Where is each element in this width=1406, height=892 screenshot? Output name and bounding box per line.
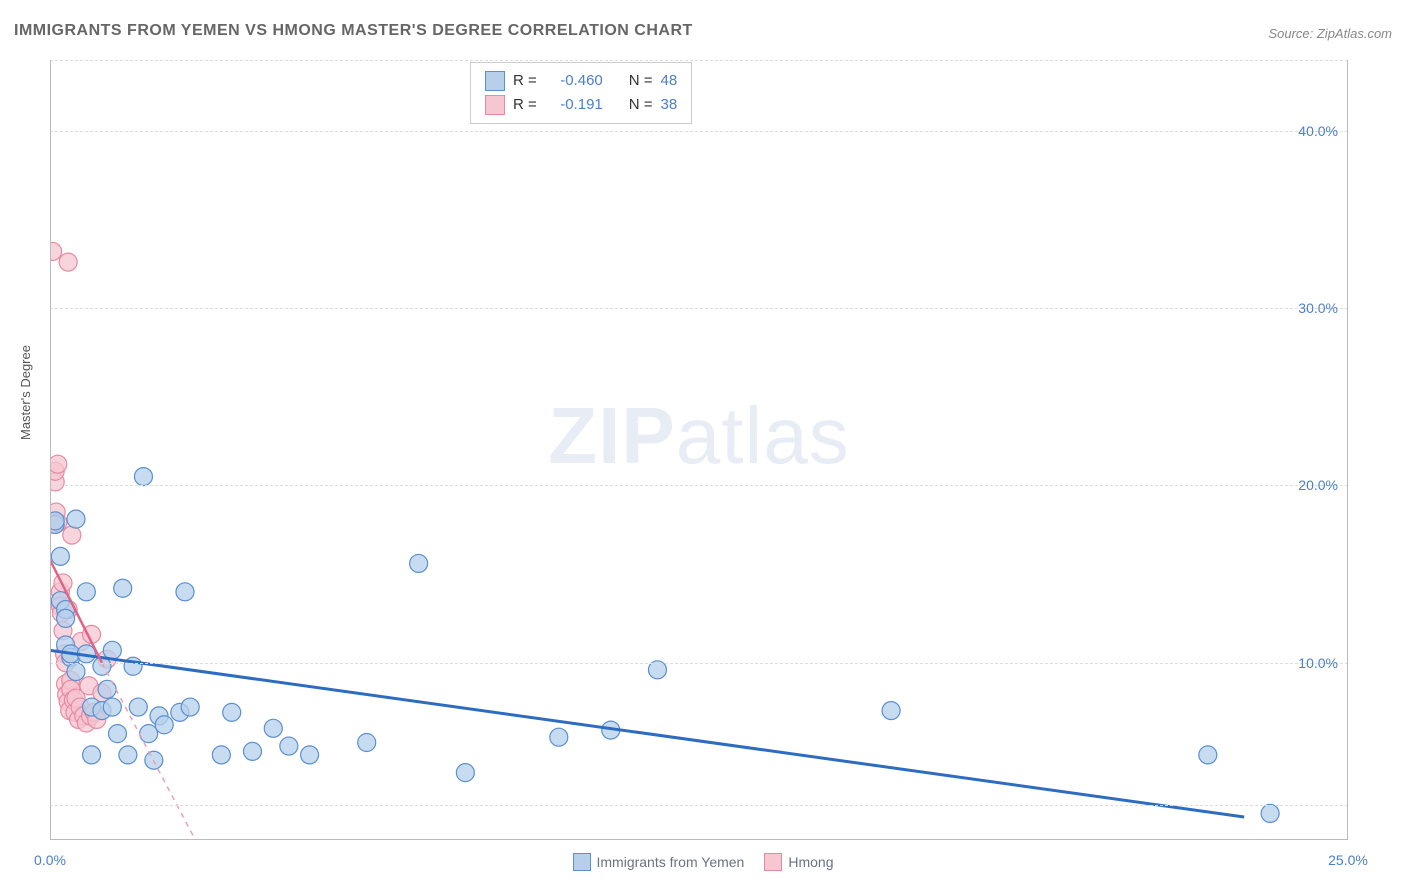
- legend-swatch: [764, 853, 782, 871]
- legend-swatch: [485, 71, 505, 91]
- y-axis-line-right: [1347, 60, 1348, 840]
- correlation-legend: R = -0.460 N = 48 R = -0.191 N = 38: [470, 62, 692, 124]
- gridline: [50, 131, 1348, 132]
- legend-swatch: [573, 853, 591, 871]
- r-label: R =: [513, 69, 537, 93]
- legend-swatch: [485, 95, 505, 115]
- gridline: [50, 805, 1348, 806]
- x-axis-line: [50, 839, 1348, 840]
- legend-label: Immigrants from Yemen: [597, 854, 745, 870]
- y-tick-label: 30.0%: [1298, 300, 1338, 316]
- y-tick-label: 10.0%: [1298, 655, 1338, 671]
- source-attribution: Source: ZipAtlas.com: [1268, 26, 1392, 41]
- n-value: 38: [661, 93, 678, 117]
- r-label: R =: [513, 93, 537, 117]
- legend-stat-row: R = -0.191 N = 38: [485, 93, 677, 117]
- r-value: -0.191: [545, 93, 603, 117]
- legend-item: Hmong: [764, 853, 833, 871]
- gridline: [50, 308, 1348, 309]
- plot-area: ZIPatlas 10.0%20.0%30.0%40.0%0.0%25.0%: [50, 60, 1348, 840]
- legend-item: Immigrants from Yemen: [573, 853, 745, 871]
- gridline: [50, 60, 1348, 61]
- scatter-svg: [50, 60, 1348, 840]
- y-axis-line: [50, 60, 51, 840]
- legend-stat-row: R = -0.460 N = 48: [485, 69, 677, 93]
- y-tick-label: 40.0%: [1298, 123, 1338, 139]
- gridline: [50, 663, 1348, 664]
- gridline: [50, 485, 1348, 486]
- n-value: 48: [661, 69, 678, 93]
- legend-label: Hmong: [788, 854, 833, 870]
- n-label: N =: [629, 93, 653, 117]
- series-legend: Immigrants from Yemen Hmong: [0, 853, 1406, 874]
- y-tick-label: 20.0%: [1298, 477, 1338, 493]
- n-label: N =: [629, 69, 653, 93]
- y-axis-label: Master's Degree: [18, 345, 33, 440]
- chart-title: IMMIGRANTS FROM YEMEN VS HMONG MASTER'S …: [14, 22, 693, 40]
- r-value: -0.460: [545, 69, 603, 93]
